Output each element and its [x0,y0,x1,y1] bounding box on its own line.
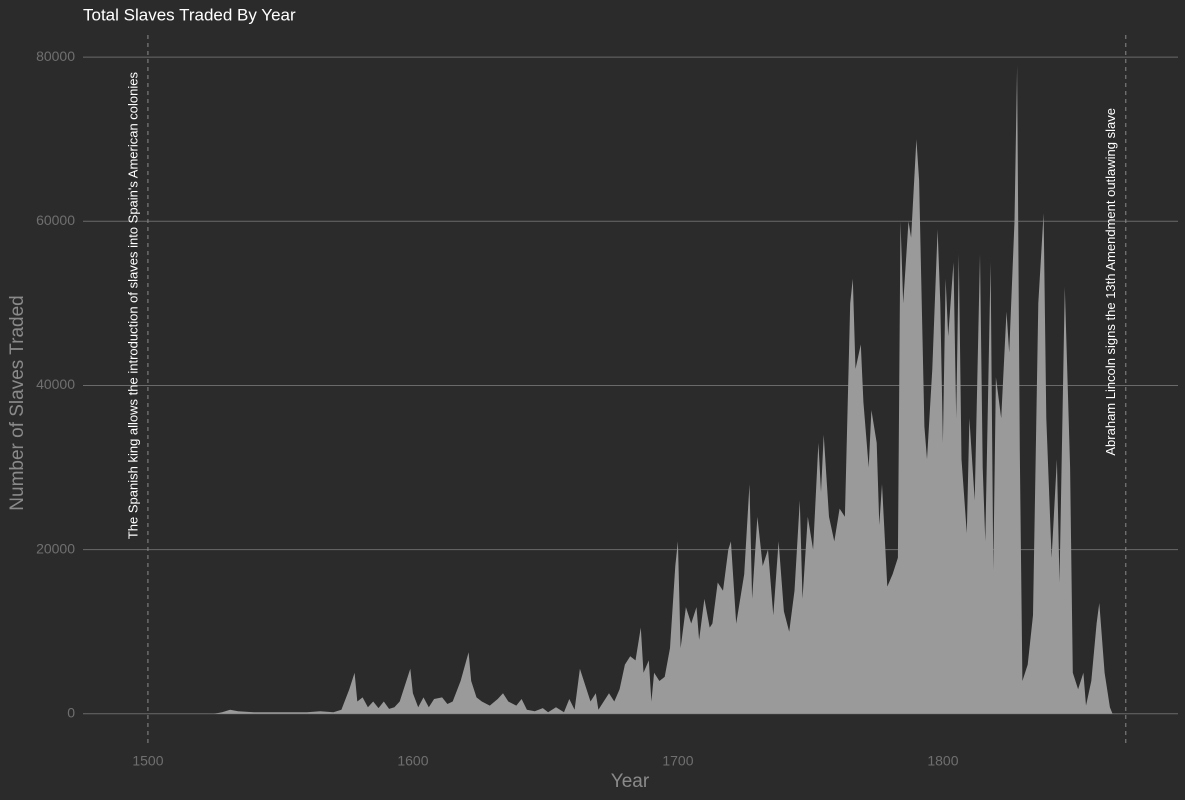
y-tick-label: 80000 [36,48,75,64]
x-tick-label: 1600 [397,753,428,769]
x-axis-title: Year [611,771,650,792]
y-tick-label: 40000 [36,376,75,392]
annotation: The Spanish king allows the introduction… [125,72,140,540]
y-tick-label: 20000 [36,540,75,556]
x-tick-label: 1800 [927,753,958,769]
x-tick-label: 1700 [662,753,693,769]
y-axis-title: Number of Slaves Traded [7,295,28,510]
y-tick-label: 60000 [36,212,75,228]
area [214,65,1113,714]
y-tick-label: 0 [67,705,75,721]
x-tick-label: 1500 [132,753,163,769]
chart-title: Total Slaves Traded By Year [83,5,296,24]
annotation: Abraham Lincoln signs the 13th Amendment… [1103,108,1118,456]
